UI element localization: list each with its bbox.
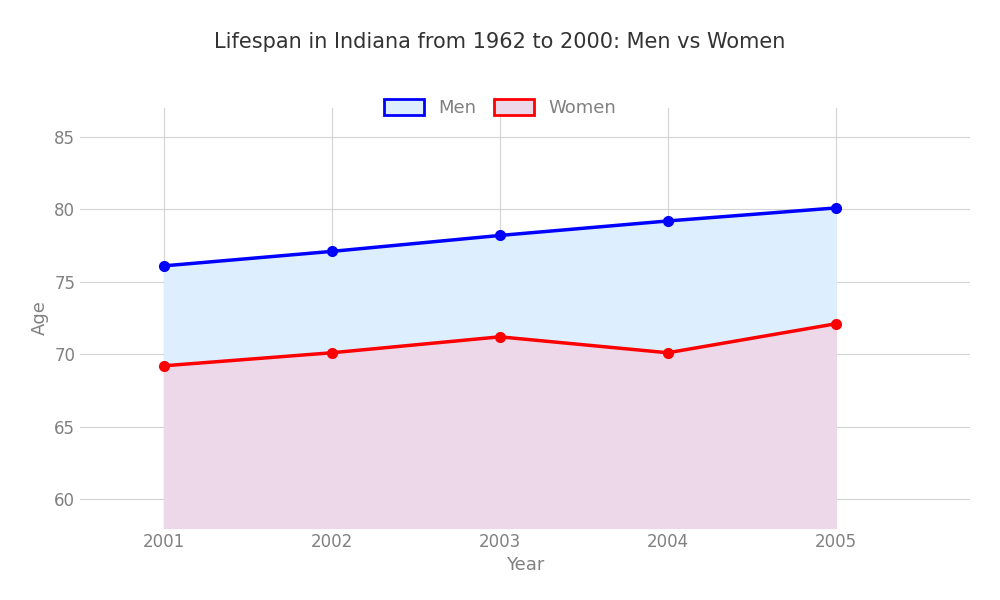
Text: Lifespan in Indiana from 1962 to 2000: Men vs Women: Lifespan in Indiana from 1962 to 2000: M… — [214, 32, 786, 52]
X-axis label: Year: Year — [506, 556, 544, 574]
Legend: Men, Women: Men, Women — [375, 90, 625, 127]
Y-axis label: Age: Age — [31, 301, 49, 335]
